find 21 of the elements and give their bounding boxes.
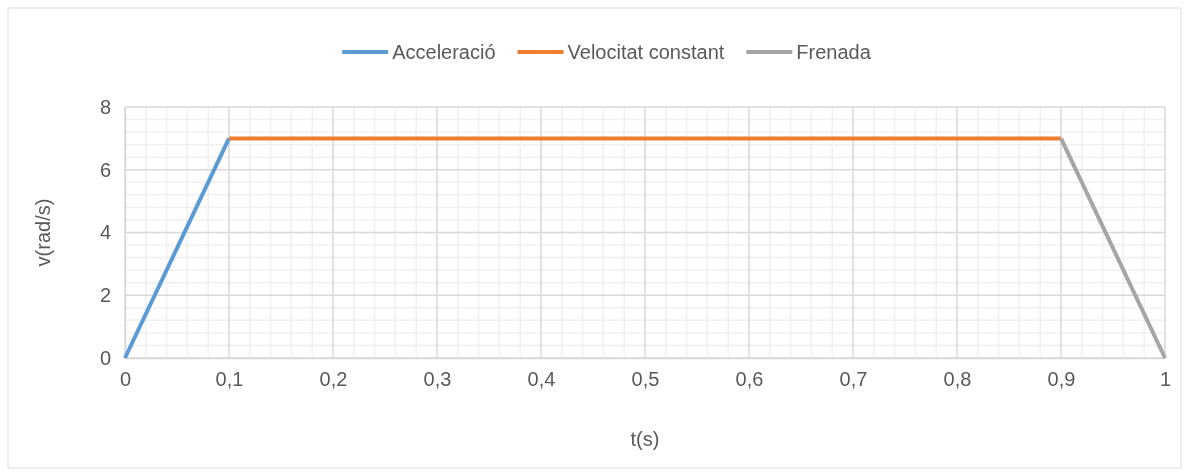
x-tick-label: 0,2 xyxy=(319,368,348,391)
y-tick-label: 6 xyxy=(99,158,111,181)
x-tick-label: 0,3 xyxy=(423,368,452,391)
x-tick-label: 0,9 xyxy=(1047,368,1076,391)
y-tick-label: 4 xyxy=(99,221,111,244)
x-tick-label: 0 xyxy=(119,368,132,391)
y-axis-title: v(rad/s) xyxy=(32,198,54,267)
legend-label: Velocitat constant xyxy=(567,41,725,63)
x-tick-label: 0,5 xyxy=(631,368,660,391)
y-tick-label: 0 xyxy=(99,346,111,369)
legend-label: Frenada xyxy=(796,41,872,63)
legend-label: Acceleració xyxy=(392,41,496,63)
y-tick-label: 8 xyxy=(99,95,111,118)
x-tick-label: 0,4 xyxy=(527,368,556,391)
x-tick-label: 0,6 xyxy=(735,368,764,391)
x-axis-title: t(s) xyxy=(630,428,660,450)
x-tick-label: 1 xyxy=(1159,368,1172,391)
x-tick-label: 0,8 xyxy=(943,368,972,391)
y-tick-label: 2 xyxy=(99,284,111,307)
x-tick-label: 0,7 xyxy=(839,368,868,391)
x-tick-label: 0,1 xyxy=(215,368,244,391)
